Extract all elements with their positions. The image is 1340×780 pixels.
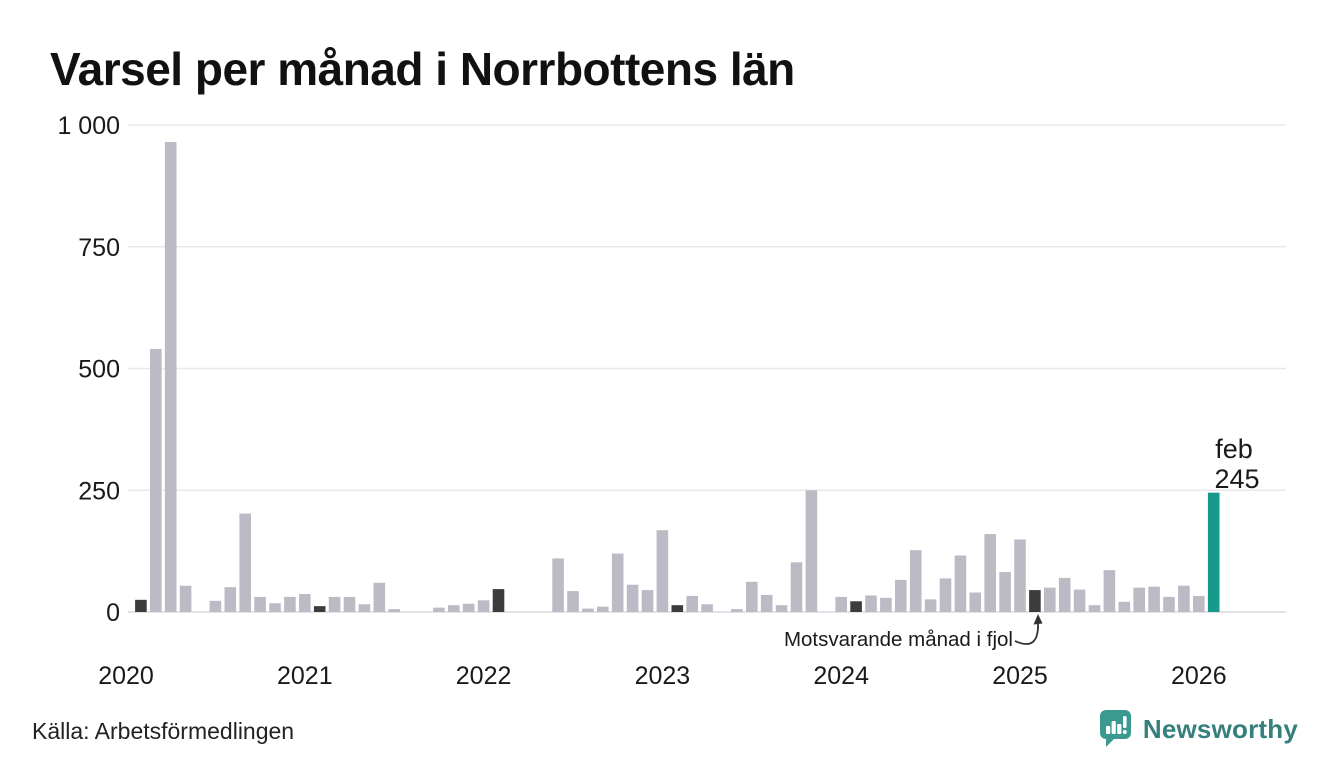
bar (1163, 596, 1175, 612)
bar (909, 550, 922, 612)
x-tick-label: 2022 (456, 662, 512, 690)
bar (671, 605, 684, 612)
highlight-month-label: feb (1215, 434, 1253, 464)
bar (805, 490, 818, 612)
bar (969, 592, 982, 612)
y-tick-label: 1 000 (57, 112, 120, 140)
bars (135, 142, 1220, 613)
bar (462, 603, 475, 612)
bar (611, 553, 624, 612)
bar (388, 609, 400, 612)
highlight-value-label: 245 (1214, 464, 1259, 494)
bar (150, 349, 162, 612)
bar (1073, 589, 1086, 612)
bar (1044, 587, 1056, 612)
bar (358, 604, 371, 612)
bar (984, 534, 996, 612)
gridlines (128, 124, 1286, 613)
bar (1088, 605, 1101, 612)
bar (1118, 601, 1131, 612)
bar (686, 595, 698, 612)
page-title: Varsel per månad i Norrbottens län (50, 43, 795, 95)
annotation-label: Motsvarande månad i fjol (784, 628, 1013, 651)
bar (835, 596, 847, 612)
bar (254, 596, 266, 612)
bar (552, 558, 564, 612)
bar (1193, 595, 1205, 612)
bar (656, 530, 669, 612)
bar (1178, 585, 1190, 612)
x-tick-label: 2021 (277, 662, 333, 690)
bar (850, 601, 862, 612)
bar (775, 605, 788, 612)
x-tick-label: 2020 (98, 662, 154, 690)
bar (731, 609, 743, 612)
bar (641, 590, 654, 612)
x-tick-label: 2025 (992, 662, 1048, 690)
bar (760, 594, 773, 612)
bar (284, 596, 296, 612)
bar (224, 587, 237, 612)
x-axis-year-labels: 2020 2021 2022 2023 2024 2025 2026 (98, 662, 1226, 690)
x-tick-label: 2024 (813, 662, 869, 690)
bar (1133, 587, 1145, 612)
bar (1029, 590, 1041, 612)
bar (373, 582, 386, 612)
bar (746, 581, 758, 612)
annotation-arrow-icon (1014, 622, 1039, 645)
bar (239, 513, 251, 612)
bar (701, 604, 713, 612)
bar (343, 596, 356, 612)
source-label: Källa: Arbetsförmedlingen (32, 718, 295, 744)
bar (1207, 492, 1220, 612)
bar (1103, 570, 1116, 612)
bar (313, 606, 326, 612)
bar (299, 593, 311, 612)
newsworthy-logo-icon (1099, 710, 1131, 747)
brand-name: Newsworthy (1142, 713, 1298, 744)
bar (164, 142, 177, 613)
bar (567, 591, 579, 612)
bar (626, 584, 639, 612)
x-tick-label: 2026 (1171, 662, 1227, 690)
y-tick-label: 750 (78, 234, 120, 262)
bar (954, 555, 967, 612)
bar (895, 579, 907, 612)
bar (433, 607, 445, 612)
bar (492, 589, 505, 612)
y-axis-tick-labels: 0 250 500 750 1 000 (57, 112, 120, 627)
x-tick-label: 2023 (635, 662, 691, 690)
bar (1148, 586, 1160, 612)
bar (209, 600, 222, 612)
y-tick-label: 500 (78, 356, 120, 384)
bar (135, 599, 147, 612)
bar (477, 600, 490, 612)
bar (880, 597, 892, 612)
bar (597, 606, 609, 612)
bar (328, 596, 341, 612)
bar (582, 608, 594, 612)
bar (1014, 539, 1026, 612)
bar (1058, 577, 1071, 612)
bar (924, 599, 937, 612)
bar (865, 595, 877, 612)
bar (999, 572, 1011, 612)
bar (179, 585, 192, 612)
bar (790, 562, 803, 612)
newsworthy-branding: Newsworthy (1099, 709, 1298, 749)
y-tick-label: 0 (106, 599, 120, 627)
annotation-arrowhead-icon (1033, 614, 1043, 625)
bar (269, 603, 281, 612)
y-tick-label: 250 (78, 477, 120, 505)
bar (939, 578, 952, 612)
bar (448, 605, 460, 612)
